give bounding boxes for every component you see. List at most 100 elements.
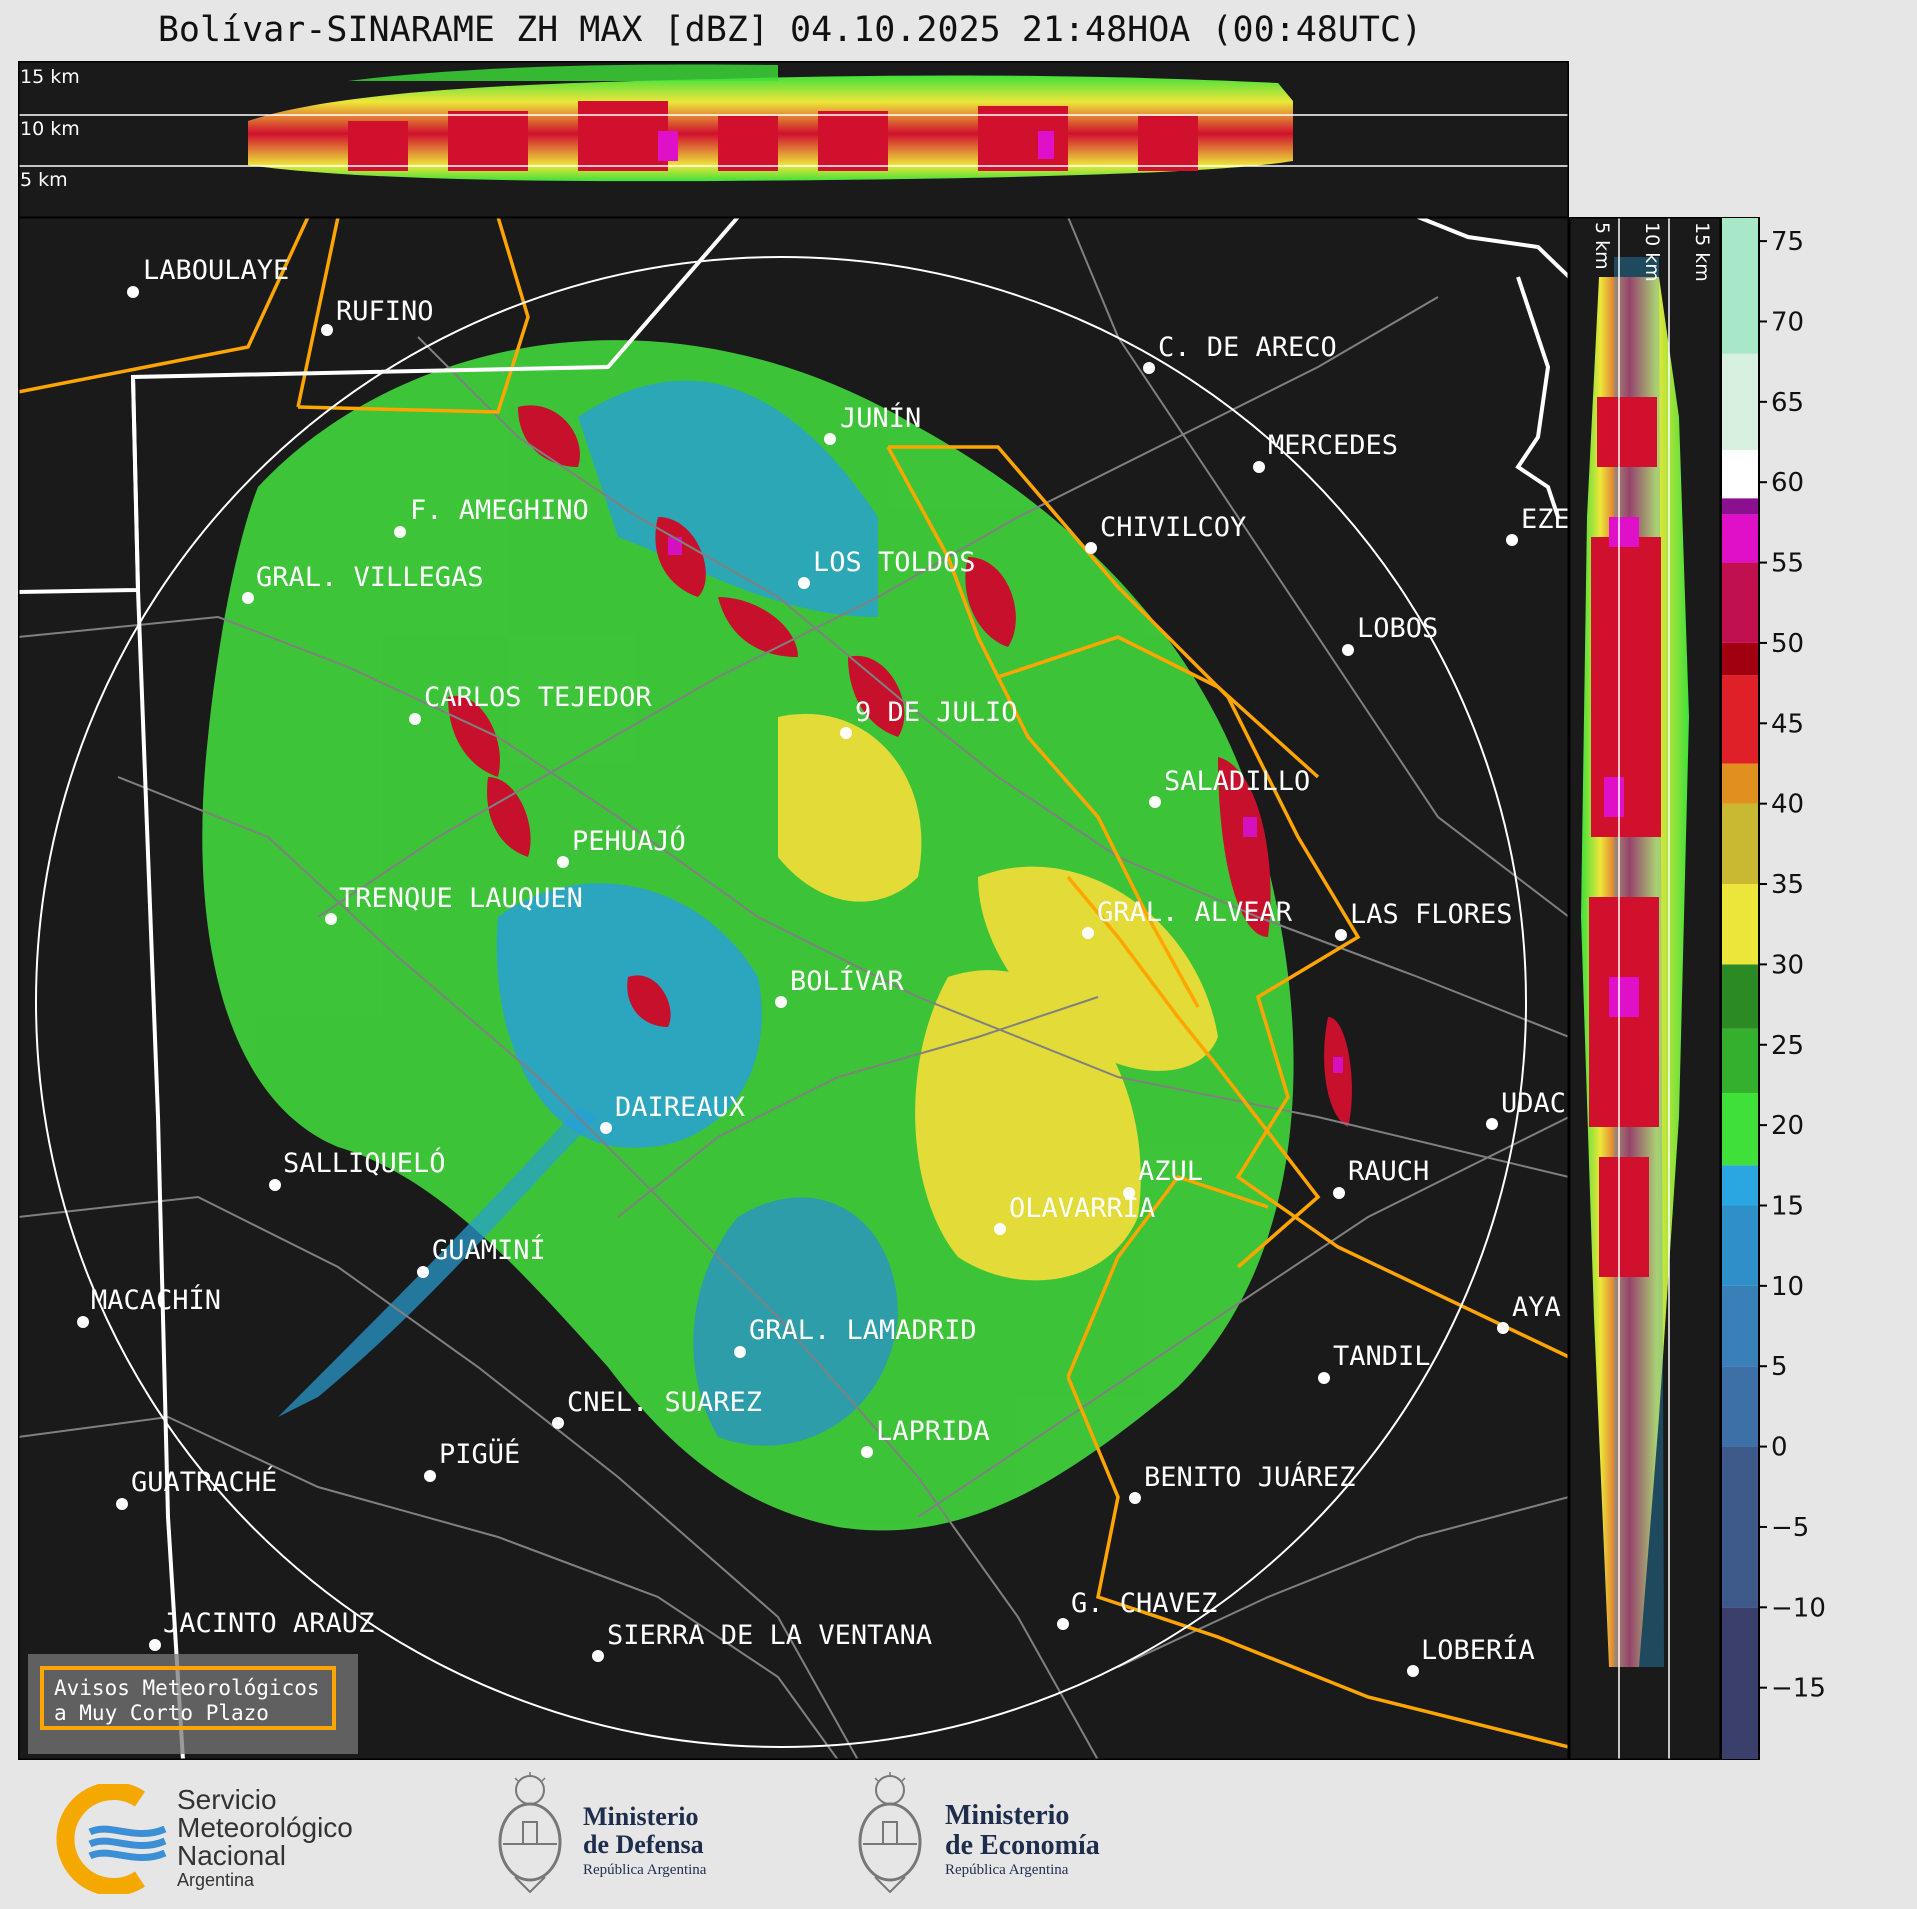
city-label: JUNÍN	[840, 402, 921, 434]
colorbar-swatch	[1721, 884, 1759, 965]
city-label: MACACHÍN	[91, 1284, 221, 1316]
radar-map: LABOULAYE RUFINO C. DE ARECO JUNÍN MERCE…	[18, 217, 1569, 1760]
top-height-label-5: 5 km	[20, 169, 68, 191]
colorbar-swatch	[1721, 450, 1759, 499]
colorbar-swatch	[1721, 353, 1759, 451]
city-label: GRAL. LAMADRID	[749, 1315, 977, 1346]
colorbar-swatch	[1721, 1205, 1759, 1286]
colorbar-tick-label: 45	[1771, 709, 1804, 739]
colorbar-tick-label: 35	[1771, 870, 1804, 900]
district-borders	[18, 217, 1569, 1760]
side-cross-section-panel	[1569, 217, 1721, 1760]
city-label: LAS FLORES	[1350, 899, 1513, 930]
city-label: EZE	[1521, 504, 1569, 535]
city-label: PEHUAJÓ	[572, 825, 686, 857]
economia-text-3: República Argentina	[945, 1862, 1069, 1878]
colorbar-swatch	[1721, 642, 1759, 676]
side-height-label-10: 10 km	[1641, 222, 1663, 282]
colorbar-tick-label: 60	[1771, 468, 1804, 498]
city-label: BENITO JUÁREZ	[1144, 1461, 1355, 1493]
colorbar-swatch	[1721, 1165, 1759, 1206]
city-label: RAUCH	[1348, 1156, 1429, 1187]
city-label: SALLIQUELÓ	[283, 1147, 446, 1179]
colorbar-tick-label: 5	[1771, 1352, 1788, 1382]
smn-text-2: Meteorológico	[177, 1812, 353, 1843]
city-label: F. AMEGHINO	[410, 495, 589, 526]
smn-logo: Servicio Meteorológico Nacional Argentin…	[55, 1762, 395, 1909]
city-label: CHIVILCOY	[1100, 512, 1246, 543]
top-cross-section-panel	[18, 61, 1569, 218]
colorbar-tick-label: 0	[1771, 1433, 1788, 1463]
defensa-text-3: República Argentina	[583, 1862, 707, 1878]
city-label: GRAL. ALVEAR	[1097, 897, 1293, 928]
colorbar-swatch	[1721, 1028, 1759, 1093]
top-height-label-15: 15 km	[20, 66, 80, 88]
city-label: LOS TOLDOS	[813, 547, 976, 578]
side-height-label-5: 5 km	[1591, 222, 1613, 270]
colorbar-tick-label: 30	[1771, 950, 1804, 980]
colorbar-swatch	[1721, 1092, 1759, 1166]
warning-box-frame: Avisos Meteorológicos a Muy Corto Plazo	[40, 1666, 336, 1730]
colorbar-swatch	[1721, 514, 1759, 563]
city-label: LAPRIDA	[876, 1416, 990, 1447]
economia-logo: Ministerio de Economía República Argenti…	[855, 1762, 1115, 1909]
smn-text-4: Argentina	[177, 1870, 255, 1890]
city-label: LOBOS	[1357, 613, 1438, 644]
city-markers	[77, 286, 1518, 1677]
defensa-logo: Ministerio de Defensa República Argentin…	[495, 1762, 755, 1909]
colorbar-swatch	[1721, 1446, 1759, 1608]
colorbar-tick-label: 10	[1771, 1272, 1804, 1302]
city-label: CARLOS TEJEDOR	[424, 682, 652, 713]
city-label: LABOULAYE	[143, 255, 289, 286]
colorbar-swatch	[1721, 1285, 1759, 1367]
city-label: DAIREAUX	[615, 1092, 745, 1123]
colorbar-tick-label: −15	[1771, 1674, 1826, 1704]
smn-text-1: Servicio	[177, 1784, 277, 1815]
radar-echoes	[202, 340, 1352, 1531]
city-label: PIGÜÉ	[439, 1438, 520, 1470]
city-label: G. CHAVEZ	[1071, 1588, 1217, 1619]
colorbar-tick-label: 50	[1771, 629, 1804, 659]
city-label: AZUL	[1138, 1156, 1203, 1187]
smn-emblem-icon	[56, 1784, 167, 1894]
warning-line-2: a Muy Corto Plazo	[54, 1701, 269, 1725]
warning-box: Avisos Meteorológicos a Muy Corto Plazo	[28, 1654, 358, 1754]
city-label: BOLÍVAR	[790, 965, 905, 997]
city-labels: LABOULAYE RUFINO C. DE ARECO JUNÍN MERCE…	[91, 255, 1569, 1666]
colorbar-tick-label: 75	[1771, 227, 1804, 257]
colorbar-swatch	[1721, 498, 1759, 515]
colorbar-tick-label: 70	[1771, 307, 1804, 337]
city-label: GUAMINÍ	[432, 1234, 546, 1266]
city-label: RUFINO	[336, 296, 434, 327]
national-shield-icon	[858, 1772, 922, 1894]
colorbar-swatch	[1721, 562, 1759, 643]
warning-line-1: Avisos Meteorológicos	[54, 1676, 320, 1700]
chart-title: Bolívar-SINARAME ZH MAX [dBZ] 04.10.2025…	[157, 10, 1423, 50]
economia-text-2: de Economía	[945, 1830, 1100, 1861]
colorbar-tick-label: 65	[1771, 388, 1804, 418]
city-label: TRENQUE LAUQUEN	[339, 883, 583, 914]
colorbar-tick-label: −10	[1771, 1593, 1826, 1623]
top-height-label-10: 10 km	[20, 118, 80, 140]
city-label: SALADILLO	[1164, 766, 1310, 797]
city-label: AYA	[1512, 1292, 1561, 1323]
colorbar-swatch	[1721, 217, 1759, 354]
city-label: SIERRA DE LA VENTANA	[607, 1620, 932, 1651]
city-label: MERCEDES	[1268, 430, 1398, 461]
side-height-label-15: 15 km	[1691, 222, 1713, 282]
radar-range-ring	[35, 256, 1527, 1748]
colorbar-swatch	[1721, 763, 1759, 804]
city-label: TANDIL	[1333, 1341, 1431, 1372]
colorbar-swatch	[1721, 1607, 1759, 1760]
national-shield-icon	[498, 1772, 562, 1894]
defensa-text-2: de Defensa	[583, 1830, 704, 1859]
colorbar-tick-label: −5	[1771, 1513, 1809, 1543]
city-label: JACINTO ARAUZ	[163, 1608, 374, 1639]
colorbar-swatch	[1721, 675, 1759, 764]
province-borders	[18, 217, 1569, 1760]
colorbar-tick-label: 25	[1771, 1031, 1804, 1061]
city-label: LOBERÍA	[1421, 1634, 1535, 1666]
footer-logos: Servicio Meteorológico Nacional Argentin…	[0, 1762, 1917, 1909]
